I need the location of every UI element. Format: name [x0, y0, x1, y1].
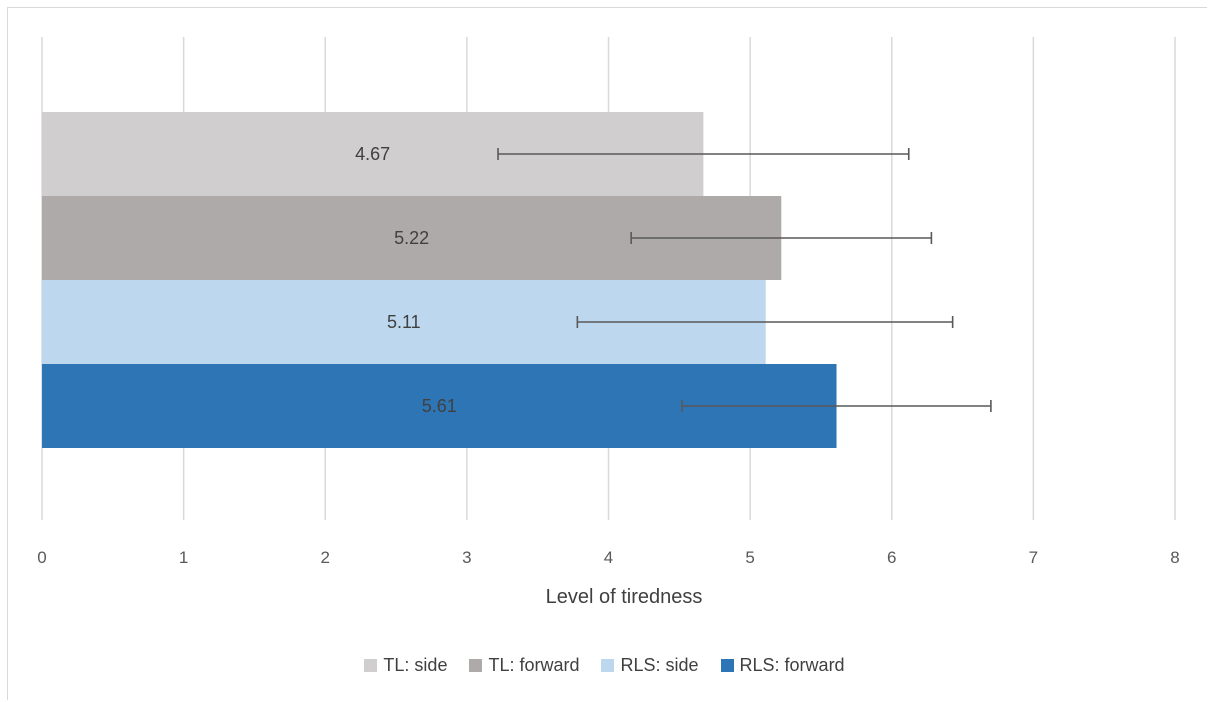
x-tick-label: 1: [179, 548, 188, 567]
error-bars: [497, 148, 992, 412]
data-labels: 4.67 5.22 5.11 5.61: [355, 144, 457, 416]
legend-label: TL: side: [383, 654, 448, 675]
x-tick-label: 4: [604, 548, 613, 567]
legend-item: TL: side: [364, 655, 447, 676]
x-tick-labels: 0 1 2 3 4 5 6 7 8: [37, 548, 1179, 567]
legend-item: RLS: side: [601, 654, 699, 676]
x-axis-title: Level of tiredness: [546, 586, 703, 608]
legend-label: RLS: side: [620, 654, 699, 675]
legend-label: TL: forward: [488, 654, 580, 675]
data-label: 4.67: [355, 144, 390, 164]
legend-swatch: [601, 658, 615, 672]
legend-swatch: [720, 658, 734, 672]
chart-frame: [7, 7, 1207, 700]
legend-swatch: [364, 658, 378, 672]
error-bar: [681, 400, 992, 412]
error-bar: [630, 232, 933, 244]
x-tick-label: 3: [462, 548, 471, 567]
x-tick-label: 8: [1170, 548, 1179, 567]
legend-item: TL: forward: [469, 655, 579, 676]
legend-label: RLS: forward: [739, 654, 845, 675]
x-tick-label: 5: [745, 548, 754, 567]
error-bar: [497, 148, 910, 160]
data-label: 5.61: [422, 396, 457, 416]
data-label: 5.22: [394, 228, 429, 248]
x-tick-label: 7: [1029, 548, 1038, 567]
x-tick-label: 6: [887, 548, 896, 567]
legend-item: RLS: forward: [720, 654, 845, 676]
data-label: 5.11: [387, 312, 421, 332]
x-tick-label: 2: [321, 548, 330, 567]
legend-swatch: [469, 658, 483, 672]
x-tick-label: 0: [37, 548, 46, 567]
legend: TL: side TL: forward RLS: side RLS: forward: [0, 652, 1209, 678]
error-bar: [576, 316, 954, 328]
